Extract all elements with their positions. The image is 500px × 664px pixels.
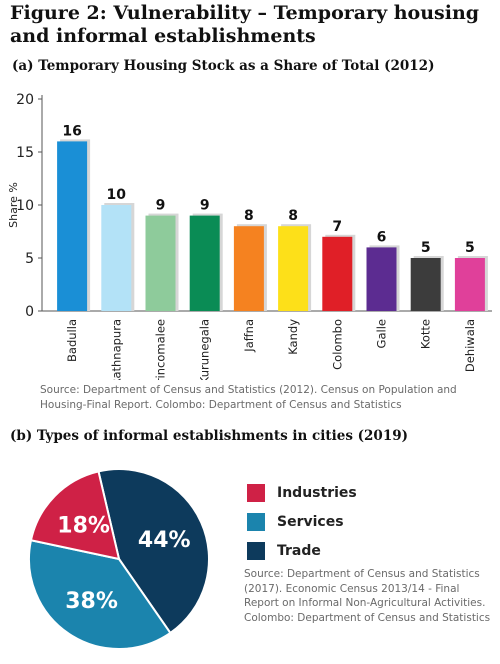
data-label-rathnapura: 10 xyxy=(107,187,127,203)
y-tick-label: 10 xyxy=(16,198,34,214)
y-tick-label: 15 xyxy=(16,145,34,161)
bar-badulla xyxy=(57,141,88,311)
legend-swatch-trade xyxy=(247,541,265,560)
y-tick-label: 20 xyxy=(16,92,34,108)
y-tick-label: 5 xyxy=(25,251,34,267)
data-label-trincomalee: 9 xyxy=(156,198,166,214)
legend-item-trade: Trade xyxy=(247,536,357,565)
pie-slice-industries xyxy=(29,470,121,561)
pie-slice-trade xyxy=(97,468,210,635)
y-tick-label: 0 xyxy=(25,304,34,320)
legend-label-services: Services xyxy=(277,513,344,530)
legend-label-trade: Trade xyxy=(277,542,321,559)
bar-chart-source: Source: Department of Census and Statist… xyxy=(40,384,457,411)
pie-label-industries: 18% xyxy=(57,513,110,538)
x-tick-label-galle: Galle xyxy=(375,319,389,348)
bar-jaffna xyxy=(233,226,264,311)
x-tick-label-trincomalee: Trincomalee xyxy=(154,319,168,380)
legend-label-industries: Industries xyxy=(277,484,357,501)
x-tick-label-badulla: Badulla xyxy=(65,319,79,362)
x-tick-label-kurunegala: Kurunegala xyxy=(198,319,212,380)
pie-chart-title: (b) Types of informal establishments in … xyxy=(10,428,408,444)
data-label-dehiwala: 5 xyxy=(465,240,475,256)
figure-title: Figure 2: Vulnerability – Temporary hous… xyxy=(10,2,480,47)
bar-kotte xyxy=(410,258,441,311)
x-tick-label-jaffna: Jaffna xyxy=(242,319,256,353)
bar-chart-title: (a) Temporary Housing Stock as a Share o… xyxy=(12,58,435,74)
bar-rathnapura xyxy=(101,205,132,311)
bar-kandy xyxy=(278,226,309,311)
legend-item-services: Services xyxy=(247,507,357,536)
pie-chart-source: Source: Department of Census and Statist… xyxy=(244,568,491,624)
data-label-kandy: 8 xyxy=(288,208,298,224)
x-tick-label-dehiwala: Dehiwala xyxy=(463,319,477,372)
bar-kurunegala xyxy=(189,215,220,311)
data-label-jaffna: 8 xyxy=(244,208,254,224)
data-label-galle: 6 xyxy=(377,229,387,245)
bar-dehiwala xyxy=(454,258,485,311)
bar-galle xyxy=(366,247,397,311)
legend-swatch-industries xyxy=(247,483,265,502)
y-axis-label: Share % xyxy=(7,182,20,228)
legend-swatch-services xyxy=(247,512,265,531)
data-label-kurunegala: 9 xyxy=(200,198,210,214)
pie-label-services: 38% xyxy=(65,589,118,614)
bar-trincomalee xyxy=(145,215,176,311)
bar-chart: 0 5 10 15 20 Share % 16 Badulla 10 Rathnapura 9 Tri… xyxy=(7,92,492,380)
data-label-colombo: 7 xyxy=(332,219,342,235)
pie-label-trade: 44% xyxy=(138,528,191,553)
pie-slice-services xyxy=(28,539,172,650)
x-tick-label-rathnapura: Rathnapura xyxy=(109,319,123,380)
pie-legend: Industries Services Trade xyxy=(247,478,357,565)
x-tick-label-kotte: Kotte xyxy=(419,319,433,349)
data-label-kotte: 5 xyxy=(421,240,431,256)
data-label-badulla: 16 xyxy=(62,123,81,139)
bar-colombo xyxy=(322,236,353,311)
legend-item-industries: Industries xyxy=(247,478,357,507)
x-tick-label-kandy: Kandy xyxy=(286,319,300,355)
x-tick-label-colombo: Colombo xyxy=(330,319,344,370)
pie-chart: 18% 38% 44% xyxy=(28,468,210,650)
